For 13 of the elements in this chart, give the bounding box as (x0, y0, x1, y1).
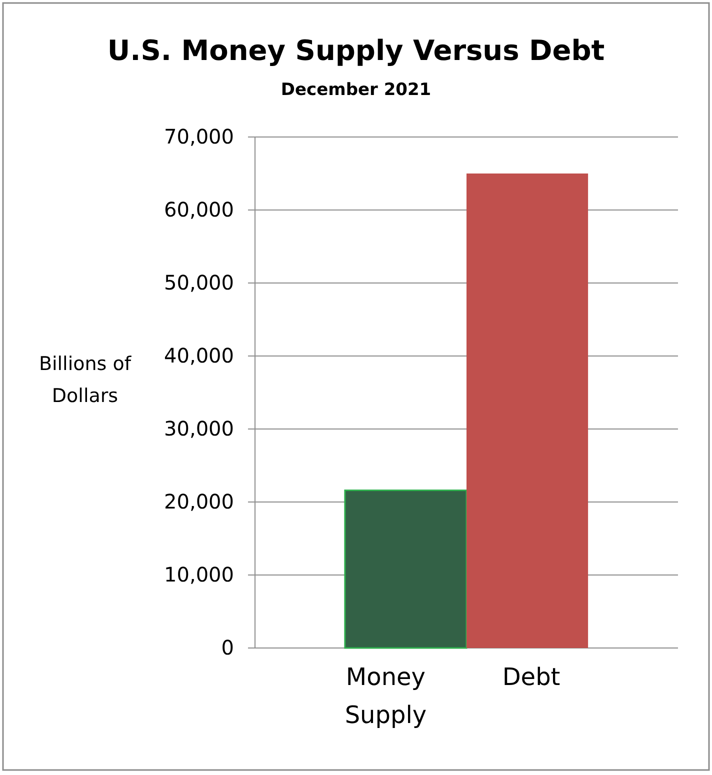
y-tick-label: 70,000 (164, 124, 234, 148)
x-tick-label: Debt (502, 663, 560, 691)
x-tick-label: Money Supply (344, 663, 427, 729)
y-tick-label: 20,000 (164, 489, 234, 514)
y-tick-label: 30,000 (164, 416, 234, 440)
y-tick-label: 50,000 (164, 270, 234, 294)
y-tick-label: 0 (221, 635, 234, 660)
chart-title: U.S. Money Supply Versus Debt (107, 34, 605, 67)
y-tick-label: 40,000 (164, 343, 234, 368)
y-axis-title: Billions of Dollars (38, 353, 132, 407)
chart-subtitle: December 2021 (280, 80, 432, 100)
y-tick-label: 10,000 (164, 562, 234, 586)
y-tick-label: 60,000 (164, 197, 234, 222)
